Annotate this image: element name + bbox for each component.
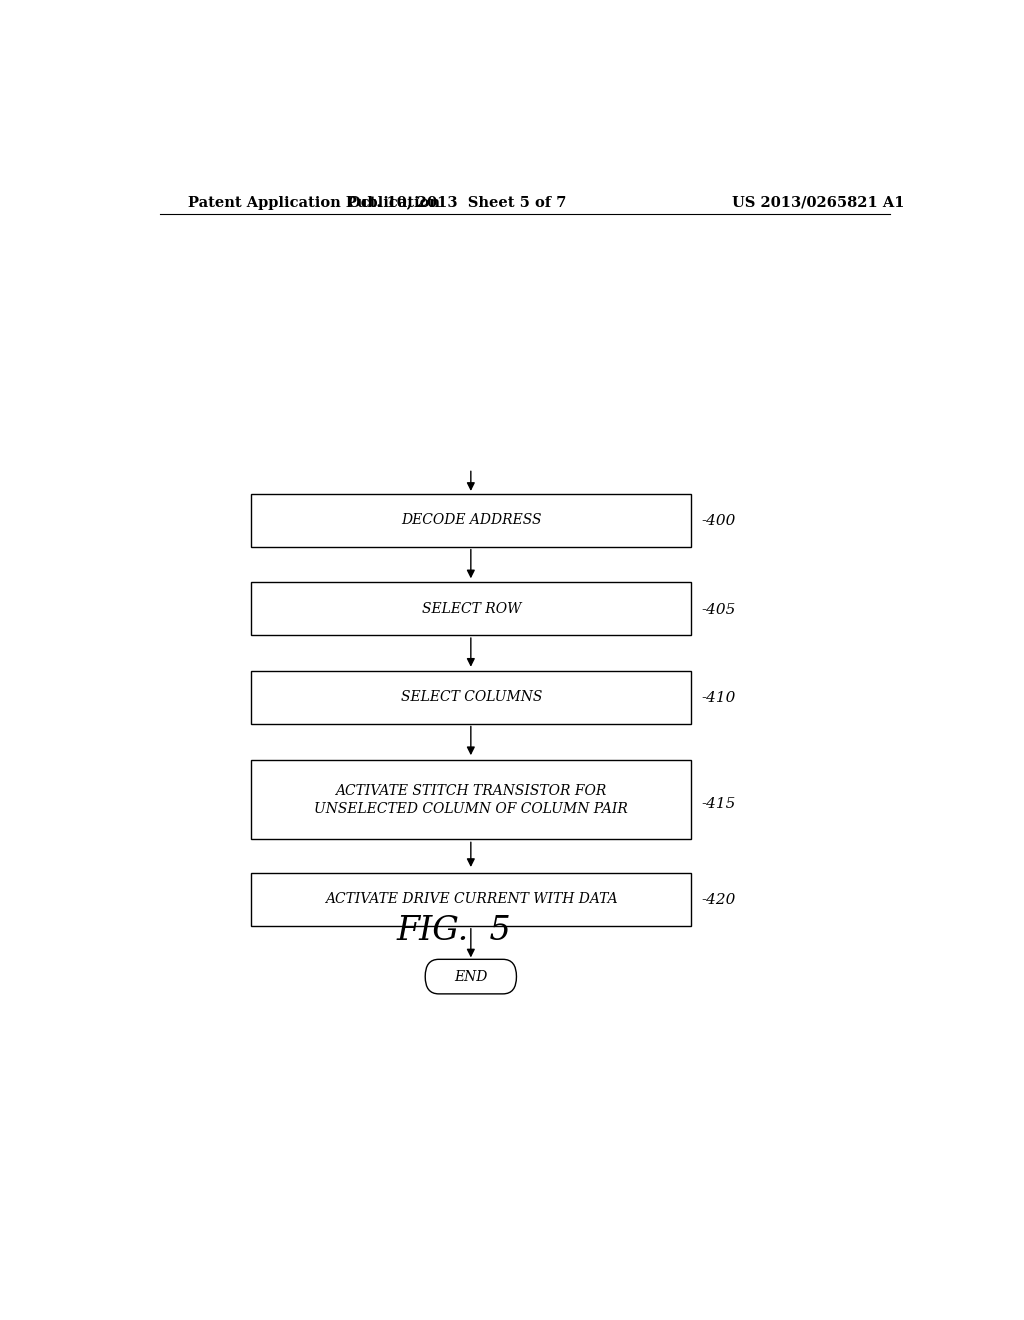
Text: SELECT COLUMNS: SELECT COLUMNS (400, 690, 542, 704)
FancyBboxPatch shape (251, 582, 691, 635)
Text: Oct. 10, 2013  Sheet 5 of 7: Oct. 10, 2013 Sheet 5 of 7 (348, 195, 566, 210)
Text: -405: -405 (701, 603, 735, 616)
Text: US 2013/0265821 A1: US 2013/0265821 A1 (732, 195, 904, 210)
Text: DECODE ADDRESS: DECODE ADDRESS (401, 513, 542, 527)
FancyBboxPatch shape (251, 760, 691, 840)
Text: END: END (455, 970, 487, 983)
Text: -400: -400 (701, 515, 735, 528)
FancyBboxPatch shape (251, 494, 691, 546)
Text: FIG.  5: FIG. 5 (396, 915, 511, 946)
Text: ACTIVATE STITCH TRANSISTOR FOR
UNSELECTED COLUMN OF COLUMN PAIR: ACTIVATE STITCH TRANSISTOR FOR UNSELECTE… (314, 784, 628, 816)
FancyBboxPatch shape (251, 671, 691, 723)
Text: -420: -420 (701, 894, 735, 907)
FancyBboxPatch shape (251, 873, 691, 925)
FancyBboxPatch shape (425, 960, 516, 994)
Text: -415: -415 (701, 797, 735, 810)
Text: -410: -410 (701, 692, 735, 705)
Text: Patent Application Publication: Patent Application Publication (187, 195, 439, 210)
Text: SELECT ROW: SELECT ROW (422, 602, 521, 615)
Text: ACTIVATE DRIVE CURRENT WITH DATA: ACTIVATE DRIVE CURRENT WITH DATA (325, 892, 617, 907)
